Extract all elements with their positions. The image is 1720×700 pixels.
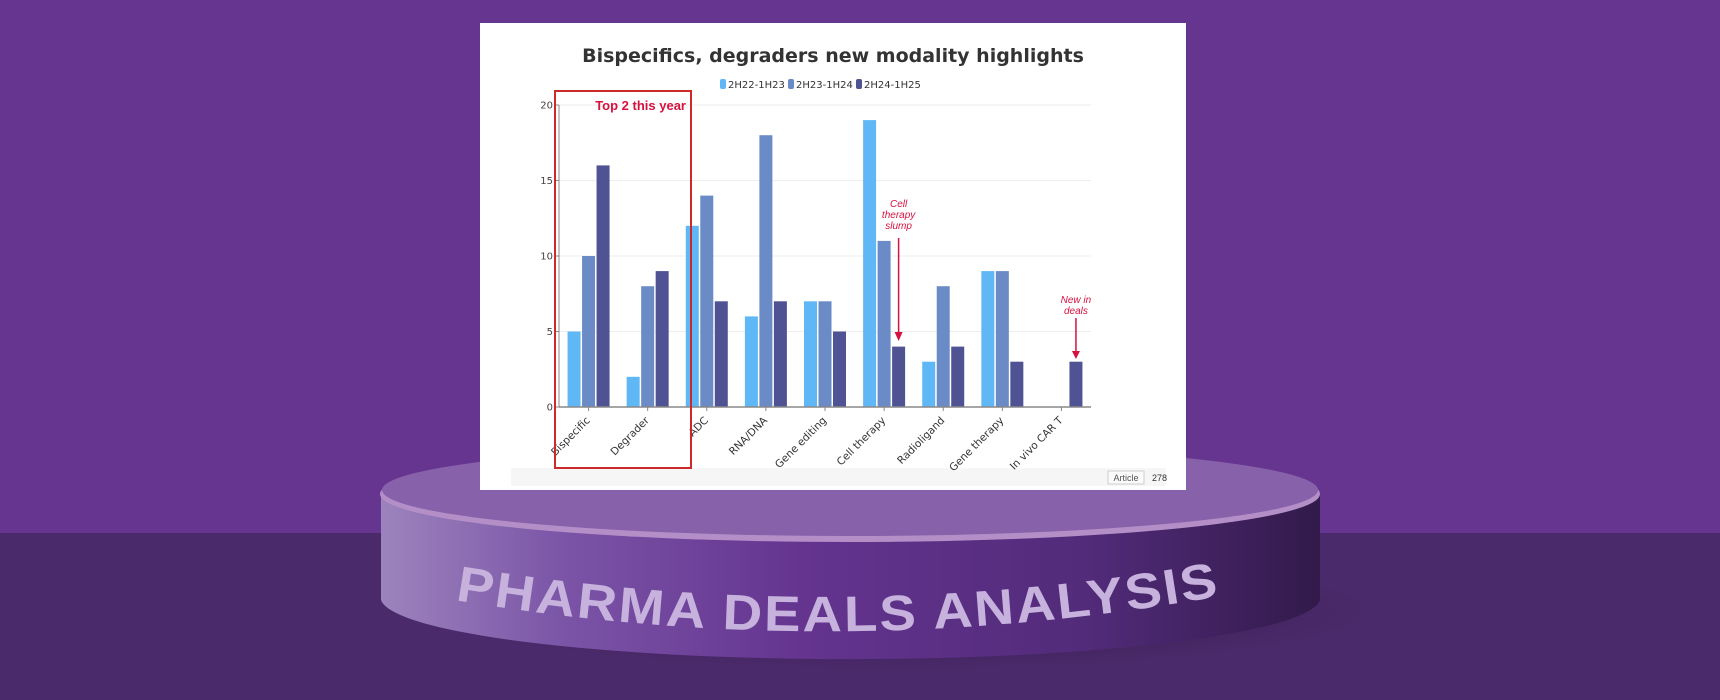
cell-therapy-annotation-line: slump [885,221,912,232]
bar-degrader-0 [626,376,640,407]
chart-card: Article 278 Bispecifics, degraders new m… [480,23,1186,490]
bar-gene-editing-0 [804,301,817,407]
bar-rna-dna-2 [773,301,787,407]
bar-radioligand-1 [936,286,950,407]
legend-swatch-0 [720,79,726,89]
bar-gene-therapy-2 [1010,361,1024,407]
chart-legend: 2H22-1H23 2H23-1H24 2H24-1H25 [720,79,921,91]
legend-label-1: 2H23-1H24 [796,80,853,91]
bar-rna-dna-0 [744,316,758,407]
bar-degrader-1 [641,286,655,407]
y-axis: 0 5 10 15 20 [540,101,560,414]
bar-degrader-2 [655,271,669,407]
bar-cell-therapy-1 [877,240,891,407]
article-badge-label[interactable]: Article [1113,473,1138,483]
top2-highlight-box [554,90,692,469]
top2-highlight-label: Top 2 this year [595,98,686,113]
bar-cell-therapy-0 [863,120,877,407]
bar-adc-2 [714,301,728,407]
article-badge[interactable] [1107,470,1145,485]
bar-gene-therapy-0 [981,271,995,407]
bar-radioligand-2 [951,346,965,407]
bar-cell-therapy-2 [892,346,906,407]
bar-gene-editing-2 [833,331,846,407]
bar-radioligand-0 [922,361,936,407]
y-tick-label: 20 [540,101,553,112]
card-footer [511,468,1166,486]
bar-adc-1 [700,195,714,407]
legend-swatch-1 [788,79,794,89]
y-tick-label: 10 [540,252,553,263]
legend-label-2: 2H24-1H25 [864,80,921,91]
in-vivo-arrowhead [1071,351,1080,359]
y-tick-label: 5 [547,327,553,338]
bar-bispecific-0 [567,331,581,407]
bar-gene-therapy-1 [995,271,1009,407]
bars [567,120,1083,407]
bar-in-vivo-car-t-2 [1069,361,1083,407]
in-vivo-annotation-line: deals [1064,306,1088,317]
cell-therapy-arrowhead [894,332,903,341]
bar-bispecific-2 [596,165,610,407]
bar-adc-0 [685,225,699,407]
in-vivo-annotation-line: New in [1061,295,1092,306]
bar-gene-editing-1 [818,301,832,407]
cell-therapy-annotation-line: Cell [890,199,908,210]
cell-therapy-annotation-line: therapy [882,210,916,221]
y-tick-label: 15 [540,176,553,187]
bar-bispecific-1 [582,256,596,407]
legend-swatch-2 [856,79,862,89]
chart-title: Bispecifics, degraders new modality high… [582,45,1084,67]
legend-label-0: 2H22-1H23 [728,80,785,91]
footer-number: 278 [1152,473,1167,483]
y-tick-label: 0 [547,403,553,414]
bar-rna-dna-1 [759,135,773,407]
